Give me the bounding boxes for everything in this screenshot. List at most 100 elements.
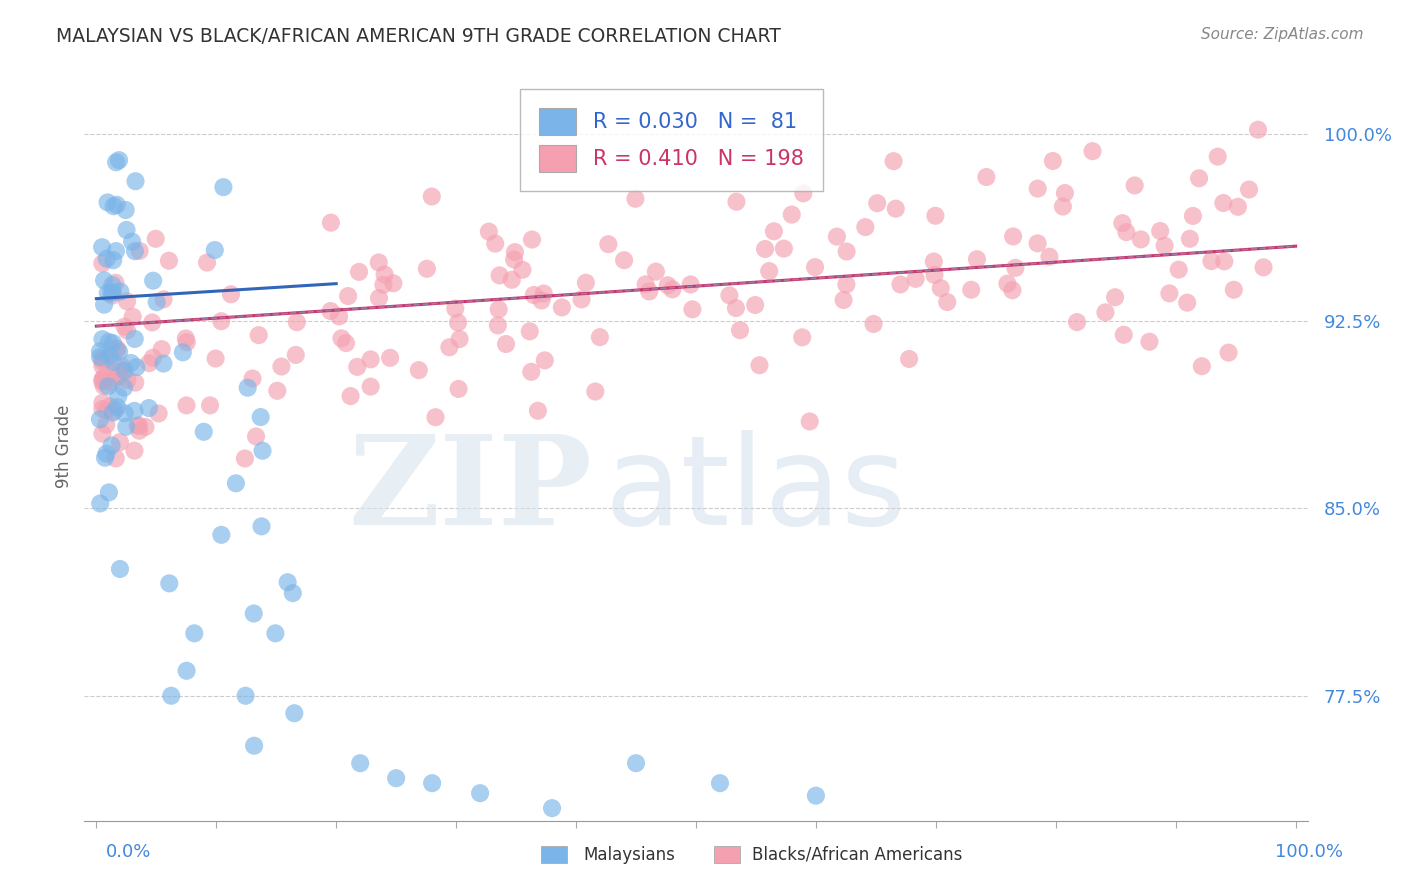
Point bbox=[93, 379, 115, 393]
Point bbox=[96, 447, 118, 461]
Point bbox=[264, 626, 287, 640]
Point bbox=[495, 337, 517, 351]
Point bbox=[152, 293, 174, 307]
Point bbox=[449, 332, 471, 346]
Point bbox=[91, 332, 114, 346]
Point bbox=[484, 236, 506, 251]
Point bbox=[444, 301, 467, 316]
Point bbox=[1153, 238, 1175, 252]
Point bbox=[503, 252, 526, 267]
Point bbox=[285, 315, 308, 329]
Point bbox=[209, 528, 232, 542]
Point bbox=[96, 417, 118, 432]
Point bbox=[245, 429, 267, 443]
Point bbox=[242, 371, 264, 385]
Point bbox=[339, 389, 361, 403]
Point bbox=[114, 202, 136, 217]
Point bbox=[725, 194, 748, 209]
Text: ZIP: ZIP bbox=[349, 431, 592, 551]
Point bbox=[277, 575, 299, 590]
Point bbox=[960, 283, 983, 297]
Point bbox=[1038, 250, 1060, 264]
Point bbox=[142, 351, 165, 365]
Point bbox=[624, 192, 647, 206]
Point bbox=[91, 372, 114, 386]
Point bbox=[242, 607, 264, 621]
Point bbox=[1053, 186, 1076, 200]
Point bbox=[884, 202, 907, 216]
Point bbox=[104, 366, 127, 380]
Point bbox=[104, 451, 127, 466]
Point bbox=[148, 407, 170, 421]
Point bbox=[575, 276, 598, 290]
Point bbox=[204, 243, 226, 257]
Point bbox=[100, 438, 122, 452]
Point bbox=[382, 277, 405, 291]
Point bbox=[142, 274, 165, 288]
Point bbox=[89, 496, 111, 510]
Point bbox=[91, 354, 114, 368]
Point bbox=[101, 406, 124, 420]
Point bbox=[108, 344, 131, 359]
Point bbox=[792, 330, 814, 344]
Point bbox=[1175, 295, 1198, 310]
Point bbox=[100, 285, 122, 300]
Point bbox=[212, 180, 235, 194]
Point bbox=[1004, 260, 1026, 275]
Point bbox=[425, 410, 447, 425]
Point bbox=[104, 276, 127, 290]
Point bbox=[1178, 232, 1201, 246]
Point bbox=[754, 242, 776, 256]
Point bbox=[335, 336, 357, 351]
Point bbox=[114, 406, 136, 420]
Point bbox=[111, 364, 134, 378]
Point bbox=[101, 336, 124, 351]
Legend: R = 0.030   N =  81, R = 0.410   N = 198: R = 0.030 N = 81, R = 0.410 N = 198 bbox=[520, 89, 823, 191]
Point bbox=[583, 384, 606, 399]
Point bbox=[98, 400, 121, 414]
Point bbox=[613, 253, 636, 268]
Point bbox=[762, 224, 785, 238]
Point bbox=[966, 252, 988, 267]
Point bbox=[93, 273, 115, 287]
Point bbox=[176, 664, 198, 678]
Point bbox=[125, 360, 148, 375]
Point bbox=[501, 273, 523, 287]
Point bbox=[1206, 150, 1229, 164]
Text: Blacks/African Americans: Blacks/African Americans bbox=[752, 846, 963, 863]
Point bbox=[976, 169, 998, 184]
Point bbox=[681, 302, 703, 317]
Point bbox=[773, 242, 796, 256]
Point bbox=[1247, 122, 1270, 136]
Point bbox=[283, 706, 305, 721]
Point bbox=[718, 288, 741, 302]
Point bbox=[152, 357, 174, 371]
Point bbox=[127, 418, 149, 433]
Point bbox=[1001, 283, 1024, 297]
Point bbox=[193, 425, 215, 439]
Point bbox=[145, 232, 167, 246]
Point bbox=[724, 301, 747, 315]
Point bbox=[233, 451, 256, 466]
Point bbox=[533, 353, 555, 368]
Point bbox=[94, 450, 117, 465]
Point bbox=[89, 350, 111, 364]
Point bbox=[1111, 216, 1133, 230]
Point bbox=[571, 293, 593, 307]
Point bbox=[91, 396, 114, 410]
Point bbox=[330, 331, 353, 345]
Point bbox=[378, 351, 401, 365]
Point bbox=[1226, 200, 1249, 214]
Point bbox=[527, 404, 550, 418]
Point bbox=[252, 443, 274, 458]
Point bbox=[835, 277, 858, 292]
Point bbox=[319, 304, 342, 318]
Point bbox=[486, 318, 509, 333]
Point bbox=[93, 370, 115, 384]
Point bbox=[105, 343, 128, 357]
Point bbox=[138, 356, 160, 370]
Point bbox=[1149, 224, 1171, 238]
Point bbox=[94, 352, 117, 367]
Point bbox=[115, 223, 138, 237]
Point bbox=[1026, 236, 1049, 251]
